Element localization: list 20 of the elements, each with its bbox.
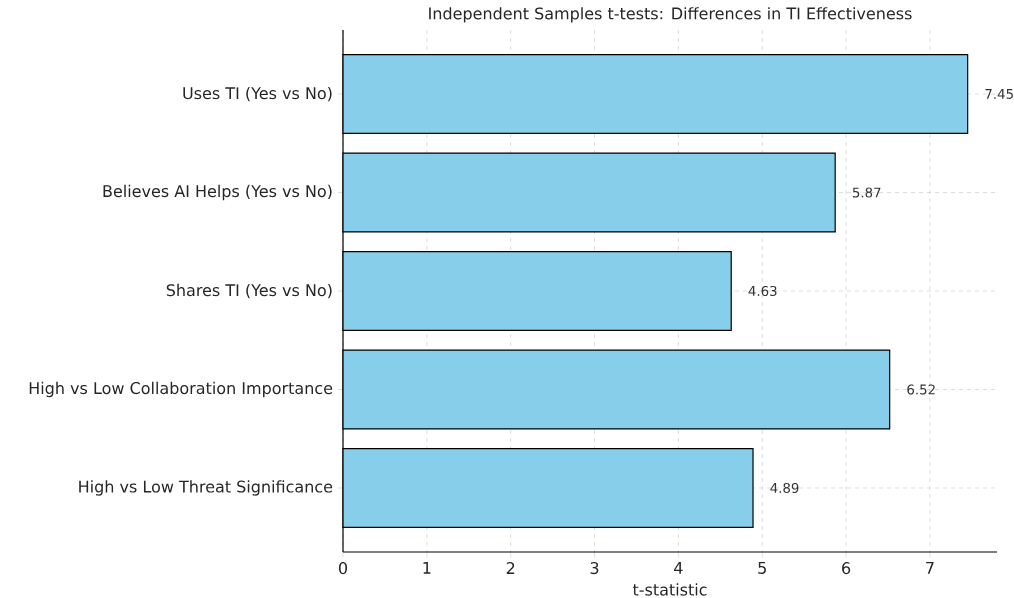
data-label: 6.52: [907, 384, 935, 395]
x-tick-label: 2: [506, 562, 515, 574]
x-tick-label: 0: [338, 562, 348, 575]
data-label: 4.89: [770, 482, 799, 494]
y-tick-label: High vs Low Collaboration Importance: [29, 381, 333, 398]
x-tick-label: 1: [423, 562, 431, 574]
chart-title: Independent Samples t-tests: Differences in TI Effectiveness: [429, 7, 912, 23]
y-tick-label: High vs Low Threat Significance: [79, 480, 333, 496]
data-label: 4.63: [748, 285, 777, 297]
x-axis-title: t-statistic: [632, 583, 707, 596]
x-tick-label: 4: [674, 562, 683, 574]
x-tick-label: 7: [926, 562, 934, 574]
y-tick-label: Uses TI (Yes vs No): [183, 86, 332, 102]
data-label: 5.87: [852, 187, 881, 198]
x-tick-label: 6: [842, 562, 851, 575]
x-tick-label: 5: [758, 562, 766, 574]
x-tick-label: 3: [590, 562, 599, 575]
y-tick-label: Believes AI Helps (Yes vs No): [103, 184, 332, 201]
y-tick-label: Shares TI (Yes vs No): [166, 283, 332, 299]
data-label: 7.45: [985, 89, 1013, 99]
